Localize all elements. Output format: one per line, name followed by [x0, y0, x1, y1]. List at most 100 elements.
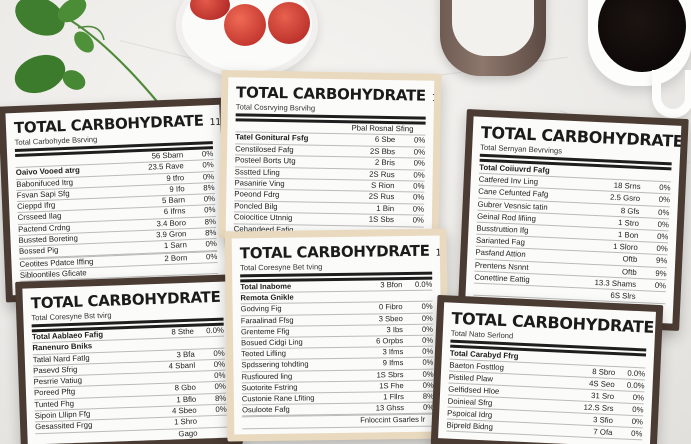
- nutrient-percent: 0%: [422, 358, 434, 368]
- nutrient-percent: [194, 344, 224, 345]
- nutrient-name: Posteel Borts Utg: [234, 155, 296, 166]
- nutrient-amount: 56 Sbarn: [151, 150, 184, 161]
- nutrient-amount: [152, 379, 196, 381]
- label-rows: Pbal Rosnal Sfing Tatel Gonitural Fsfg 6 S…: [233, 118, 426, 235]
- label-rows: Total Inabome 3 Bfon 0.0% Remota Gnikle Godv…: [240, 276, 435, 429]
- nutrient-amount: S Rion: [371, 180, 395, 191]
- nutrient-percent: 0%: [203, 194, 216, 204]
- nutrient-amount: 1 Bon: [617, 230, 639, 240]
- nutrient-percent: 8%: [422, 391, 434, 401]
- nutrient-percent: 8%: [214, 393, 227, 403]
- leaf-sprig-icon: [14, 0, 161, 106]
- nutrient-percent: 0%: [421, 313, 433, 323]
- nutrient-name: [36, 437, 154, 441]
- nutrient-amount: 6S Slrs: [610, 290, 636, 301]
- nutrient-amount: [139, 147, 183, 149]
- nutrition-label-2: TOTAL CARBOHYDRATE 11g Total Cosrvying Bs…: [218, 70, 442, 242]
- nutrient-percent: 0%: [658, 195, 671, 205]
- nutrient-amount: [598, 164, 642, 166]
- nutrient-amount: Oftb: [622, 254, 638, 265]
- nutrient-percent: 0%: [632, 392, 645, 403]
- nutrient-amount: 1 Shro: [173, 417, 198, 427]
- milk: [452, 0, 534, 56]
- nutrient-name: [240, 278, 358, 280]
- nutrient-amount: 6 Sbe: [374, 135, 396, 145]
- nutrient-amount: 7 Ofa: [593, 427, 613, 438]
- nutrient-amount: 2.5 Gsro: [609, 193, 641, 204]
- nutrition-label-1: TOTAL CARBOHYDRATE 11g Total Carbohyde Bs…: [0, 97, 234, 303]
- nutrient-amount: Pbal Rosnal Sfing: [351, 123, 414, 134]
- nutrient-percent: [396, 121, 426, 122]
- nutrient-amount: 3 Sfio: [592, 415, 614, 426]
- nutrient-percent: [194, 323, 224, 324]
- nutrient-percent: 0%: [630, 428, 643, 439]
- nutrient-name: Tatel Gonitural Fsfg: [235, 132, 309, 144]
- nutrient-percent: [197, 423, 227, 424]
- nutrient-name: [235, 128, 351, 130]
- nutrient-percent: 8%: [204, 228, 217, 238]
- nutrient-name: Godving Fig: [240, 304, 282, 314]
- nutrient-amount: Fnloccint Gsarles lr: [360, 415, 426, 426]
- nutrient-amount: 5 Barn: [161, 195, 186, 206]
- nutrient-amount: 1S Sbs: [368, 214, 394, 225]
- nutrient-amount: 1 Bflo: [176, 394, 197, 405]
- nutrient-amount: 12.S Srs: [583, 402, 614, 414]
- apple-icon: [190, 0, 230, 20]
- nutrient-amount: 1 Bin: [376, 203, 395, 213]
- nutrient-amount: 4S Seo: [588, 378, 615, 390]
- nutrient-amount: [572, 361, 616, 363]
- nutrient-amount: 13.3 Shams: [594, 277, 637, 289]
- nutrient-amount: Gago: [178, 428, 198, 438]
- nutrient-percent: 0%: [422, 369, 434, 379]
- nutrient-name: [236, 118, 352, 120]
- nutrient-name: Bosued Cidgi Ling: [241, 337, 303, 348]
- nutrient-amount: 1 Sarn: [163, 240, 188, 251]
- nutrient-amount: 3 Ibs: [386, 324, 403, 335]
- nutrient-percent: 0%: [657, 207, 670, 217]
- nutrient-amount: 1 Sloro: [612, 242, 639, 253]
- nutrient-percent: [641, 177, 671, 178]
- nutrient-percent: 9%: [655, 256, 668, 266]
- nutrient-percent: [198, 434, 228, 435]
- nutrient-name: Censtilosed Fafg: [235, 144, 294, 155]
- nutrient-percent: 0%: [659, 183, 671, 193]
- nutrient-amount: [144, 271, 188, 273]
- nutrient-name: Coiocitice Utnnig: [233, 212, 293, 223]
- nutrient-amount: 1 Fllrs: [383, 392, 404, 402]
- nutrient-amount: 8 Sbro: [592, 367, 616, 378]
- nutrient-percent: [642, 166, 672, 167]
- nutrient-percent: 0%: [215, 404, 227, 415]
- nutrient-amount: [352, 120, 396, 121]
- label-rows: Total Coiiuvrd Fafg Catfered Inv Ling 18 S…: [473, 158, 672, 305]
- nutrient-amount: 2S Rus: [369, 169, 395, 179]
- nutrient-percent: [616, 363, 646, 364]
- nutrient-percent: 0.0%: [205, 325, 225, 336]
- nutrient-amount: 3 Ifms: [382, 347, 404, 357]
- nutrient-percent: 0%: [654, 280, 667, 291]
- coffee: [598, 0, 686, 72]
- nutrient-amount: 6 Ifrns: [163, 206, 186, 217]
- nutrient-name: Osuloote Fafg: [241, 404, 290, 415]
- nutrient-amount: 6 Orpbs: [376, 336, 404, 346]
- nutrient-percent: 9%: [655, 268, 667, 278]
- nutrient-name: Spdssering tohdting: [241, 359, 309, 370]
- nutrient-percent: 0%: [632, 404, 644, 415]
- nutrient-name: Remota Gnikle: [240, 292, 294, 303]
- nutrient-percent: 0%: [422, 402, 435, 413]
- nutrient-amount: Oftb: [621, 266, 637, 277]
- nutrient-percent: [183, 146, 213, 147]
- nutrient-percent: 0%: [213, 359, 226, 369]
- label-rows: 56 Sbarn 0% Oaivo Vooed atrg 23.5 Rave 0% Bab…: [15, 146, 219, 283]
- nutrient-percent: 0%: [214, 370, 226, 381]
- nutrient-name: Teoted Lifling: [241, 348, 287, 359]
- nutrient-percent: 0%: [205, 251, 218, 262]
- nutrient-percent: 0%: [205, 239, 218, 249]
- nutrition-label-5: TOTAL CARBOHYDRATE 11g Total Coresyne Bet…: [224, 228, 450, 442]
- nutrient-amount: 3.9 Gron: [155, 229, 187, 240]
- nutrient-amount: 0 Fibro: [378, 302, 403, 312]
